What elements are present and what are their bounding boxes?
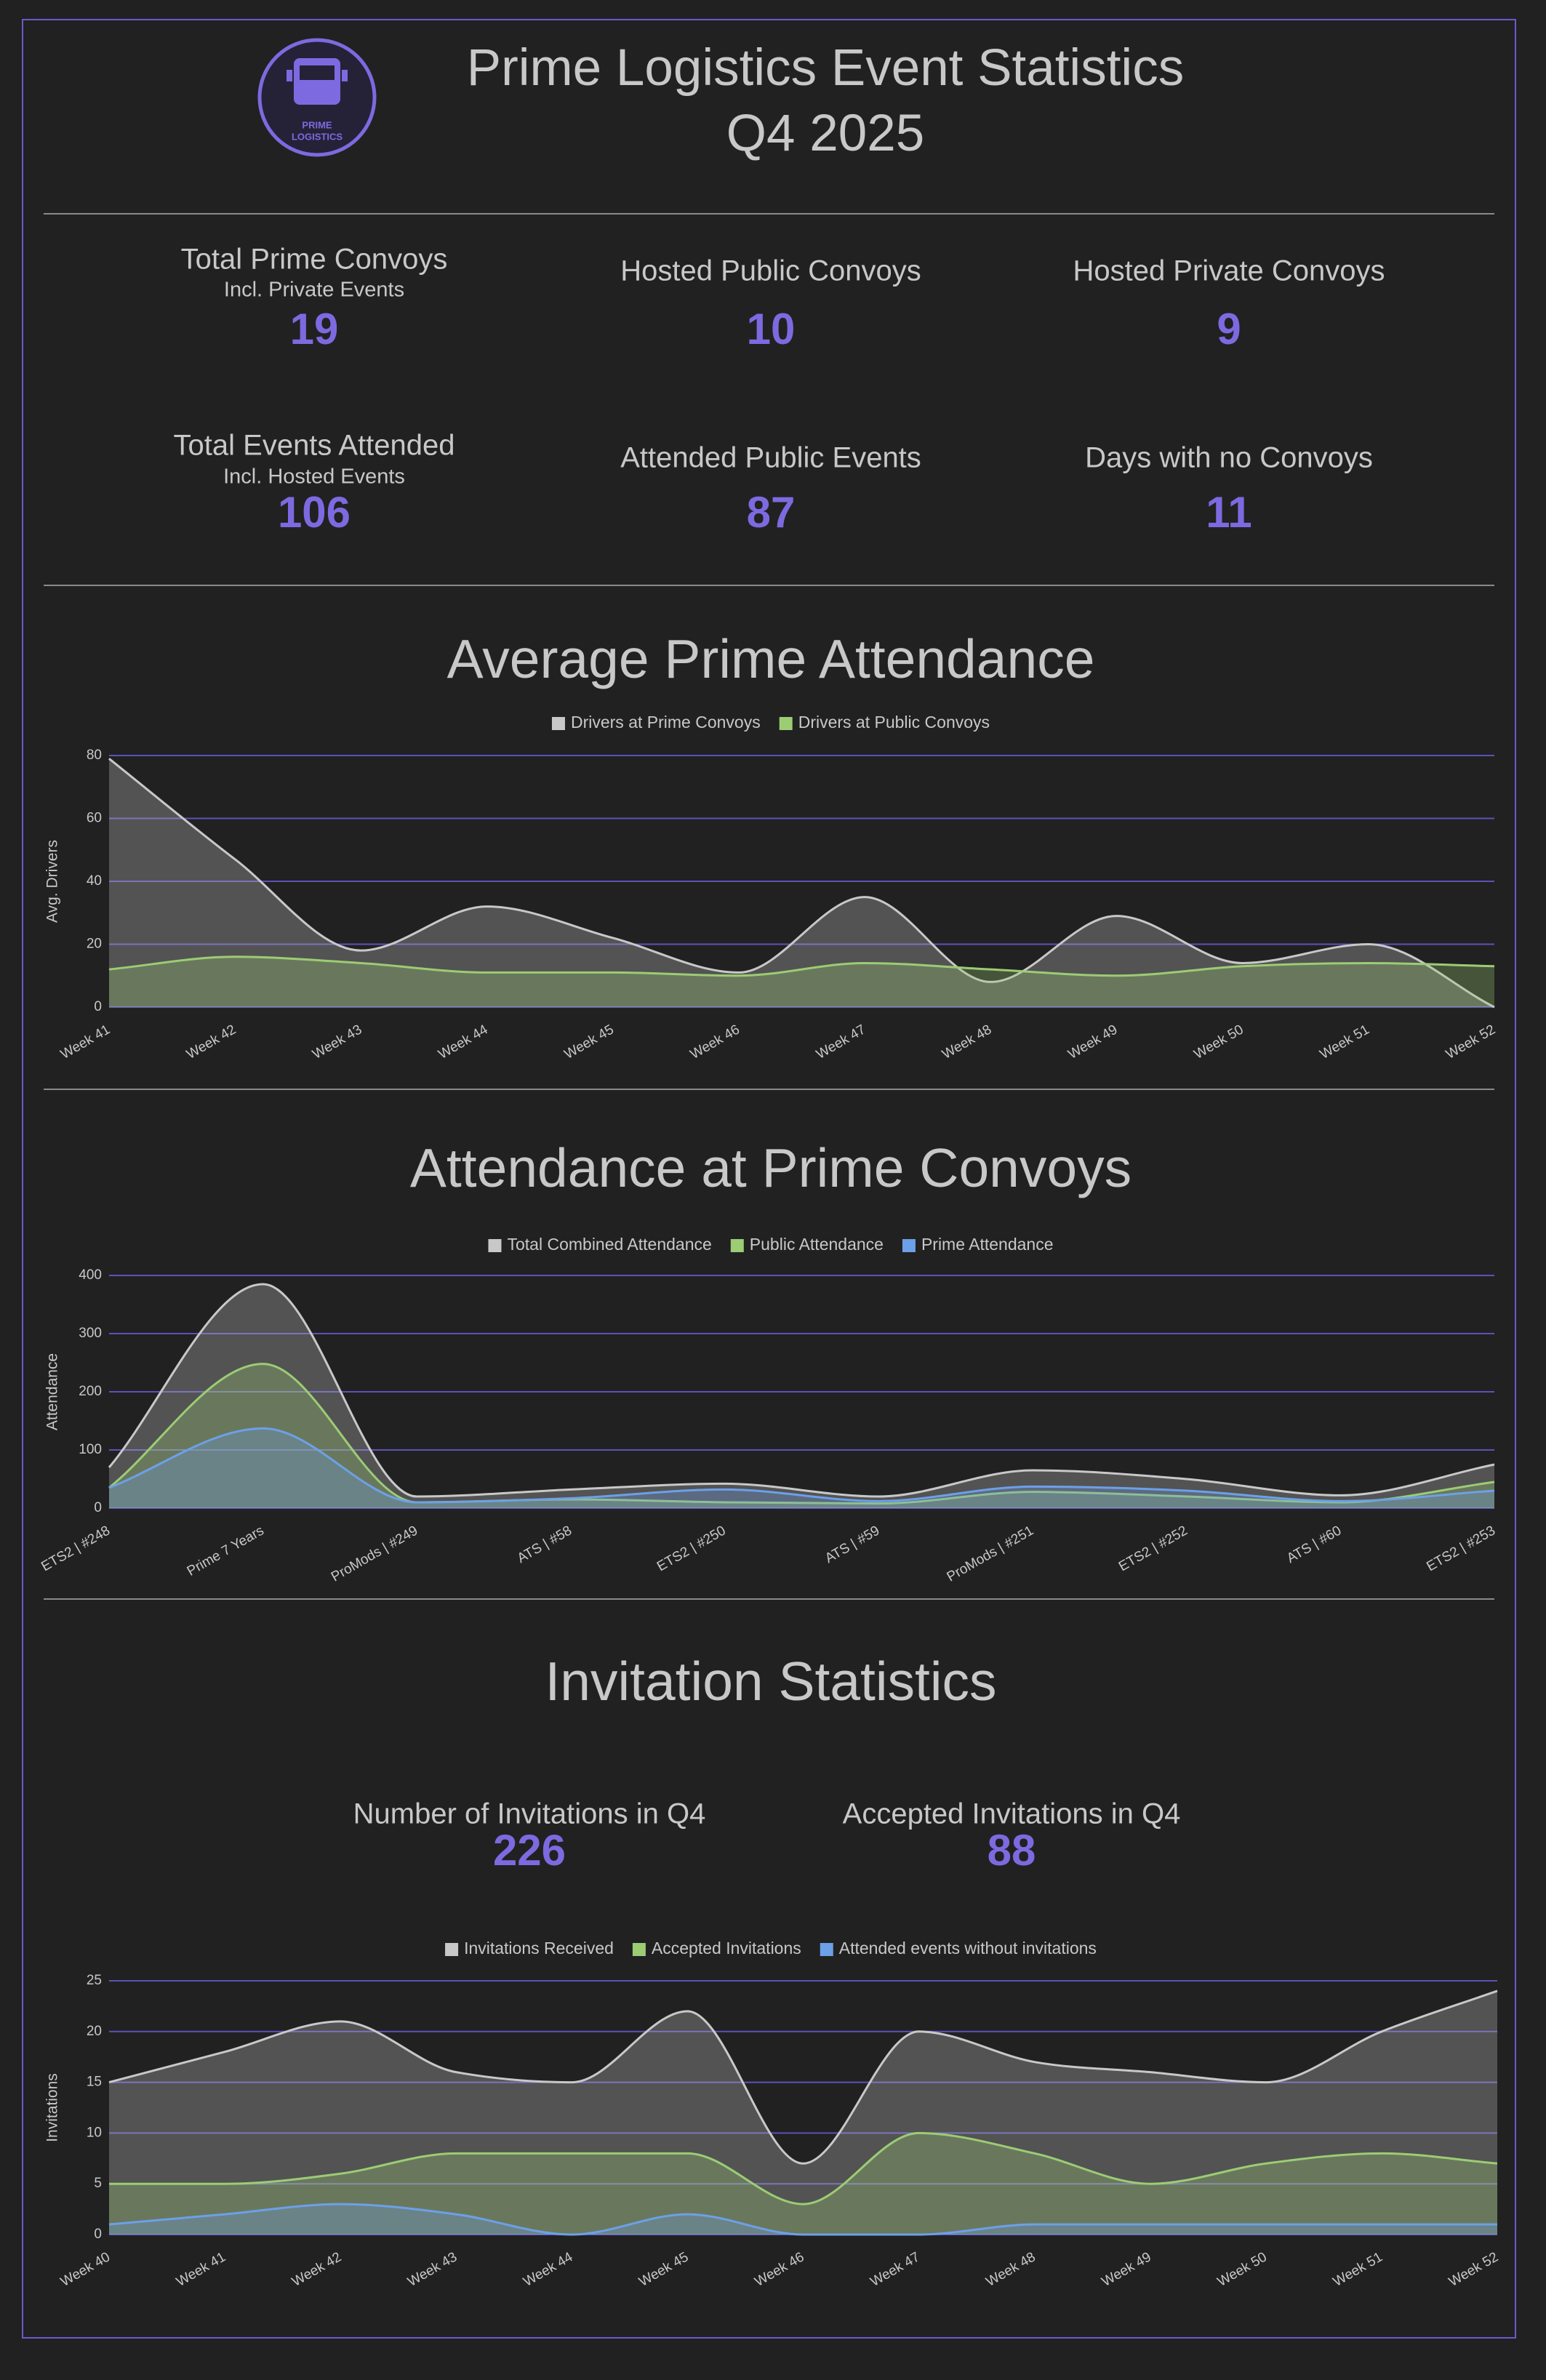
legend-swatch (902, 1239, 916, 1252)
stat-value: 87 (747, 488, 796, 537)
y-tick-label: 60 (87, 811, 102, 826)
y-tick-label: 15 (87, 2075, 102, 2090)
series-area (109, 2133, 1497, 2235)
series-line (109, 2131, 1498, 2205)
legend-label: Drivers at Public Convoys (798, 713, 990, 732)
section-title: Invitation Statistics (545, 1651, 996, 1712)
stat-label: Attended Public Events (620, 442, 921, 474)
legend-label: Attended events without invitations (839, 1939, 1097, 1958)
legend-label: Total Combined Attendance (507, 1235, 711, 1254)
y-tick-label: 300 (79, 1326, 102, 1341)
legend-swatch (445, 1943, 459, 1956)
series-line (108, 758, 1495, 1009)
stat-label: Total Events Attended (174, 430, 455, 462)
stat-label: Hosted Public Convoys (620, 255, 921, 287)
series-line (108, 1363, 1495, 1505)
logo: PRIME LOGISTICS (257, 38, 377, 157)
logo-truck (294, 58, 340, 105)
y-tick-label: 20 (87, 937, 102, 952)
logo-mirror (342, 70, 348, 81)
series-area (109, 956, 1494, 1007)
logo-mirror (287, 70, 292, 81)
stat-value: 226 (493, 1826, 566, 1875)
y-tick-label: 0 (94, 1500, 102, 1515)
y-axis-title: Attendance (44, 1353, 61, 1430)
series-area (109, 1990, 1497, 2235)
chart-title: Average Prime Attendance (447, 628, 1095, 689)
stat-label: Total Prime Convoys (181, 244, 448, 276)
legend-swatch (488, 1239, 502, 1252)
y-tick-label: 80 (87, 748, 102, 763)
y-tick-label: 0 (94, 999, 102, 1014)
y-tick-label: 400 (79, 1267, 102, 1283)
y-axis-title: Avg. Drivers (44, 840, 61, 923)
page-title: Prime Logistics Event Statistics (467, 39, 1184, 97)
stat-label: Hosted Private Convoys (1073, 255, 1385, 287)
series-area (109, 1363, 1494, 1508)
legend-swatch (779, 717, 793, 730)
legend: Total Combined Attendance Public Attendan… (488, 1235, 1054, 1254)
legend: Invitations Received Accepted Invitations… (445, 1939, 1097, 1958)
logo-text: PRIME (302, 119, 332, 130)
stat-value: 11 (1206, 488, 1251, 537)
series-area (109, 1428, 1494, 1508)
series-line (108, 955, 1495, 977)
frame (22, 19, 1516, 2339)
legend-swatch (551, 717, 565, 730)
y-tick-label: 25 (87, 1973, 102, 1988)
logo-text: LOGISTICS (292, 131, 343, 142)
stat-label: Number of Invitations in Q4 (353, 1798, 706, 1830)
stat-note: Incl. Hosted Events (223, 465, 405, 489)
legend: Drivers at Prime Convoys Drivers at Publi… (551, 713, 990, 732)
y-tick-label: 200 (79, 1384, 102, 1399)
y-tick-label: 5 (94, 2176, 102, 2191)
legend-swatch (730, 1239, 744, 1252)
stat-value: 106 (278, 488, 351, 537)
series-line (108, 2203, 1497, 2236)
series-area (109, 2204, 1497, 2235)
series-line (108, 1283, 1495, 1498)
legend-label: Prime Attendance (921, 1235, 1054, 1254)
legend-label: Invitations Received (464, 1939, 614, 1958)
stat-label: Days with no Convoys (1085, 442, 1373, 474)
stat-label: Accepted Invitations in Q4 (843, 1798, 1181, 1830)
legend-label: Drivers at Prime Convoys (571, 713, 761, 732)
logo-windshield (300, 65, 335, 80)
legend-label: Accepted Invitations (652, 1939, 801, 1958)
page-subtitle: Q4 2025 (726, 105, 924, 162)
series-line (108, 1427, 1495, 1504)
legend-label: Public Attendance (750, 1235, 884, 1254)
series-area (109, 1284, 1494, 1508)
y-tick-label: 40 (87, 873, 102, 889)
y-tick-label: 20 (87, 2024, 102, 2039)
stat-value: 10 (747, 305, 796, 353)
series-line (108, 1990, 1498, 2165)
y-tick-label: 10 (87, 2125, 102, 2140)
stat-note: Incl. Private Events (224, 279, 404, 302)
chart-title: Attendance at Prime Convoys (410, 1137, 1132, 1198)
stat-value: 9 (1217, 305, 1241, 353)
y-tick-label: 0 (94, 2227, 102, 2242)
series-area (109, 758, 1494, 1007)
y-axis-title: Invitations (44, 2073, 61, 2142)
stat-value: 88 (988, 1826, 1036, 1875)
stat-value: 19 (290, 305, 339, 353)
legend-swatch (820, 1943, 833, 1956)
legend-swatch (632, 1943, 646, 1956)
y-tick-label: 100 (79, 1442, 102, 1457)
